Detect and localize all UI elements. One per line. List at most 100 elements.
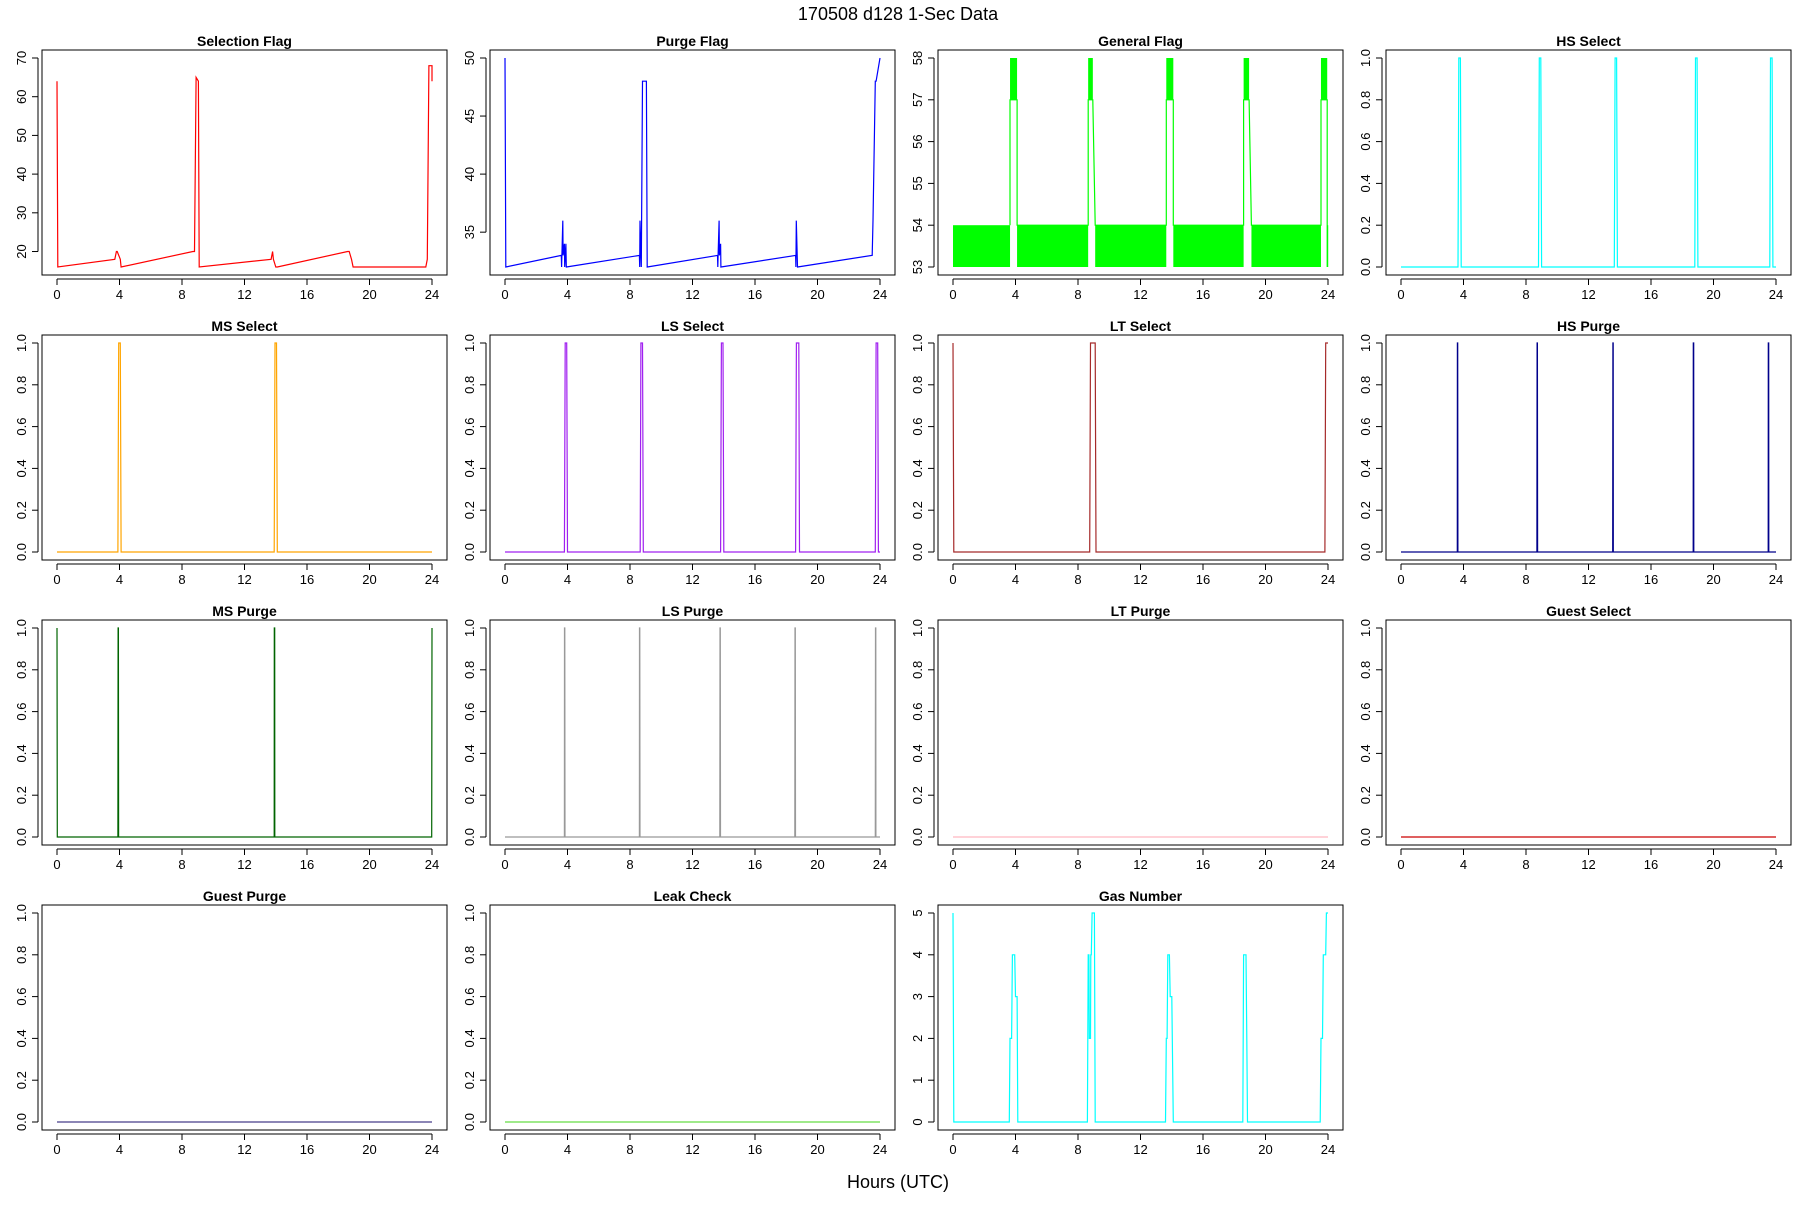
- data-band: [1251, 225, 1321, 267]
- y-tick-label: 0.6: [910, 703, 925, 721]
- y-tick-label: 0.8: [910, 376, 925, 394]
- y-tick-label: 0.8: [462, 376, 477, 394]
- x-tick-label: 12: [237, 857, 251, 872]
- y-tick-label: 1.0: [14, 334, 29, 352]
- y-tick-label: 55: [910, 176, 925, 190]
- panel-0: Selection Flag 0 4 8 12 16 20 24 20 30 40 50 60 70: [14, 33, 448, 302]
- panel-title: MS Select: [211, 318, 277, 334]
- x-tick-label: 4: [116, 857, 123, 872]
- series-line: [505, 627, 880, 838]
- y-tick-label: 0.6: [462, 418, 477, 436]
- y-tick-label: 0.6: [14, 703, 29, 721]
- data-band: [1017, 225, 1089, 267]
- y-tick-label: 0.6: [1358, 418, 1373, 436]
- y-tick-label: 0.4: [910, 459, 925, 477]
- series-line: [504, 57, 881, 268]
- panel-title: Guest Select: [1546, 603, 1631, 619]
- x-tick-label: 4: [1460, 857, 1467, 872]
- y-tick-label: 53: [910, 260, 925, 274]
- y-tick-label: 0.0: [14, 543, 29, 561]
- x-tick-label: 12: [685, 287, 699, 302]
- y-tick-label: 1.0: [14, 904, 29, 922]
- y-tick-label: 0.8: [1358, 376, 1373, 394]
- figure-title: 170508 d128 1-Sec Data: [798, 4, 999, 24]
- series-line: [56, 627, 433, 838]
- y-tick-label: 0.0: [462, 1113, 477, 1131]
- y-tick-label: 70: [14, 51, 29, 65]
- x-tick-label: 12: [1581, 572, 1595, 587]
- x-tick-label: 20: [1258, 287, 1272, 302]
- x-tick-label: 16: [1644, 572, 1658, 587]
- y-tick-label: 1.0: [1358, 619, 1373, 637]
- x-tick-label: 16: [300, 287, 314, 302]
- x-tick-label: 12: [685, 857, 699, 872]
- plot-frame: [937, 334, 1344, 561]
- x-tick-label: 16: [1644, 857, 1658, 872]
- panel-1: Purge Flag 0 4 8 12 16 20 24 35 40 45 50: [462, 33, 896, 302]
- y-tick-label: 0.6: [462, 703, 477, 721]
- y-tick-label: 1.0: [1358, 49, 1373, 67]
- panel-9: LS Purge 0 4 8 12 16 20 24 0.0 0.2 0.4 0.6 0.8 1.0: [462, 603, 896, 872]
- x-tick-label: 16: [300, 857, 314, 872]
- x-tick-label: 8: [1522, 857, 1529, 872]
- y-tick-label: 0.0: [462, 543, 477, 561]
- y-tick-label: 0.4: [462, 1029, 477, 1047]
- x-tick-label: 4: [1012, 287, 1019, 302]
- x-tick-label: 0: [501, 1142, 508, 1157]
- y-tick-label: 0.6: [1358, 703, 1373, 721]
- plot-frame: [937, 49, 1344, 276]
- x-tick-label: 8: [626, 287, 633, 302]
- x-tick-label: 4: [1012, 572, 1019, 587]
- y-tick-label: 0.8: [1358, 91, 1373, 109]
- y-tick-label: 60: [14, 89, 29, 103]
- figure-xlabel: Hours (UTC): [847, 1172, 949, 1192]
- y-tick-label: 0.4: [910, 744, 925, 762]
- y-tick-label: 0.6: [462, 988, 477, 1006]
- y-tick-label: 56: [910, 134, 925, 148]
- panel-title: LT Select: [1110, 318, 1172, 334]
- y-tick-label: 54: [910, 218, 925, 232]
- x-tick-label: 24: [425, 572, 439, 587]
- x-tick-label: 12: [237, 1142, 251, 1157]
- y-tick-label: 0.0: [910, 828, 925, 846]
- y-tick-label: 0.8: [1358, 661, 1373, 679]
- x-tick-label: 24: [1321, 572, 1335, 587]
- x-tick-label: 0: [949, 857, 956, 872]
- x-tick-label: 16: [748, 572, 762, 587]
- plot-frame: [1385, 49, 1792, 276]
- x-tick-label: 24: [1769, 857, 1783, 872]
- x-tick-label: 4: [564, 1142, 571, 1157]
- panel-4: MS Select 0 4 8 12 16 20 24 0.0 0.2 0.4 0.6 0.8 1.0: [14, 318, 448, 587]
- x-tick-label: 20: [1706, 287, 1720, 302]
- y-tick-label: 0.4: [14, 1029, 29, 1047]
- x-tick-label: 20: [362, 287, 376, 302]
- data-band: [953, 225, 1011, 267]
- x-tick-label: 0: [53, 857, 60, 872]
- x-tick-label: 4: [116, 1142, 123, 1157]
- data-band: [1320, 58, 1328, 100]
- x-tick-label: 12: [237, 572, 251, 587]
- y-tick-label: 45: [462, 109, 477, 123]
- panel-10: LT Purge 0 4 8 12 16 20 24 0.0 0.2 0.4 0.6 0.8 1.0: [910, 603, 1344, 872]
- y-tick-label: 0.2: [910, 501, 925, 519]
- y-tick-label: 0.2: [1358, 501, 1373, 519]
- x-tick-label: 24: [1769, 287, 1783, 302]
- x-tick-label: 8: [1074, 572, 1081, 587]
- x-tick-label: 8: [626, 857, 633, 872]
- x-tick-label: 0: [501, 572, 508, 587]
- x-tick-label: 16: [748, 857, 762, 872]
- x-tick-label: 4: [564, 857, 571, 872]
- x-tick-label: 4: [116, 287, 123, 302]
- x-tick-label: 20: [810, 857, 824, 872]
- x-tick-label: 16: [1196, 287, 1210, 302]
- x-tick-label: 4: [1460, 287, 1467, 302]
- x-tick-label: 24: [873, 857, 887, 872]
- y-tick-label: 40: [14, 167, 29, 181]
- x-tick-label: 20: [362, 572, 376, 587]
- y-tick-label: 1.0: [462, 334, 477, 352]
- panel-title: Gas Number: [1099, 888, 1183, 904]
- panel-title: LS Select: [661, 318, 724, 334]
